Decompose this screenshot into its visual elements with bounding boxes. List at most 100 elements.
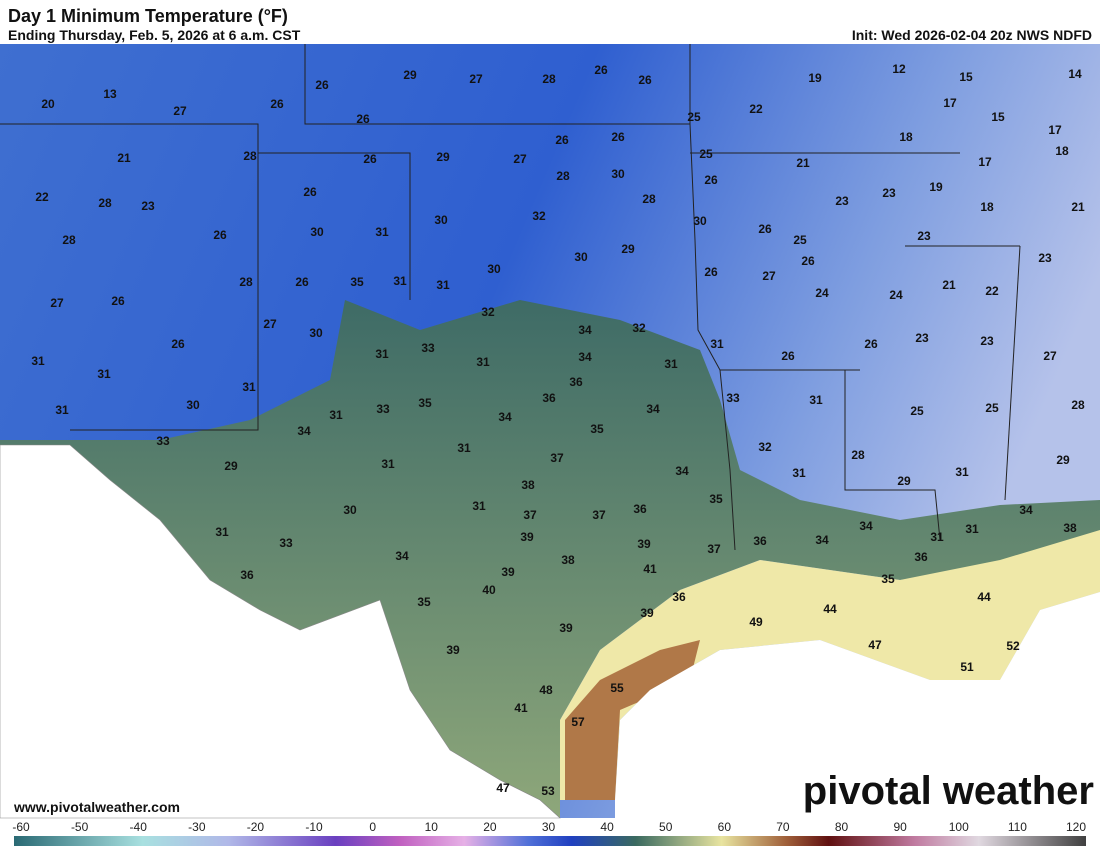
temperature-label: 23 (882, 186, 896, 200)
temperature-label: 29 (1056, 453, 1070, 467)
temperature-label: 15 (959, 70, 973, 84)
temperature-label: 26 (363, 152, 377, 166)
temperature-label: 35 (350, 275, 364, 289)
temperature-label: 32 (481, 305, 495, 319)
colorbar-tick-label: 50 (659, 820, 673, 834)
temperature-label: 36 (633, 502, 647, 516)
temperature-label: 26 (594, 63, 608, 77)
temperature-label: 31 (242, 380, 256, 394)
temperature-label: 39 (520, 530, 534, 544)
temperature-label: 36 (569, 375, 583, 389)
temperature-label: 26 (315, 78, 329, 92)
temperature-label: 26 (303, 185, 317, 199)
temperature-label: 25 (985, 401, 999, 415)
temperature-label: 44 (977, 590, 991, 604)
colorbar-tick-label: 10 (425, 820, 439, 834)
temperature-label: 22 (749, 102, 763, 116)
map-title: Day 1 Minimum Temperature (°F) (8, 6, 288, 26)
temperature-label: 20 (41, 97, 55, 111)
temperature-label: 28 (62, 233, 76, 247)
temperature-label: 21 (117, 151, 131, 165)
temperature-label: 22 (985, 284, 999, 298)
temperature-label: 26 (611, 130, 625, 144)
temperature-label: 30 (693, 214, 707, 228)
temperature-label: 31 (329, 408, 343, 422)
temperature-label: 34 (1019, 503, 1033, 517)
colorbar-tick-label: 100 (949, 820, 969, 834)
temperature-label: 30 (574, 250, 588, 264)
colorbar-tick-label: -30 (188, 820, 206, 834)
init-time: Init: Wed 2026-02-04 20z NWS NDFD (852, 27, 1092, 43)
temperature-label: 31 (215, 525, 229, 539)
temperature-label: 29 (621, 242, 635, 256)
temperature-label: 21 (942, 278, 956, 292)
temperature-label: 37 (707, 542, 721, 556)
temperature-label: 21 (1071, 200, 1085, 214)
temperature-label: 47 (868, 638, 882, 652)
colorbar-tick-label: -10 (305, 820, 323, 834)
temperature-label: 23 (917, 229, 931, 243)
gulf-nodata (615, 592, 1100, 818)
temperature-label: 26 (295, 275, 309, 289)
temperature-label: 26 (555, 133, 569, 147)
temperature-label: 28 (642, 192, 656, 206)
temperature-label: 35 (417, 595, 431, 609)
temperature-label: 32 (532, 209, 546, 223)
temperature-label: 34 (395, 549, 409, 563)
colorbar-tick-label: 40 (600, 820, 614, 834)
temperature-label: 23 (980, 334, 994, 348)
temperature-label: 30 (186, 398, 200, 412)
temperature-label: 28 (243, 149, 257, 163)
colorbar-tick-label: 20 (483, 820, 497, 834)
temperature-label: 24 (889, 288, 903, 302)
temperature-label: 12 (892, 62, 906, 76)
temperature-label: 30 (611, 167, 625, 181)
temperature-label: 27 (469, 72, 483, 86)
colorbar-tick-label: 90 (893, 820, 907, 834)
temperature-label: 27 (263, 317, 277, 331)
temperature-label: 23 (915, 331, 929, 345)
temperature-label: 25 (910, 404, 924, 418)
temperature-label: 28 (851, 448, 865, 462)
temperature-label: 26 (270, 97, 284, 111)
temperature-label: 41 (514, 701, 528, 715)
colorbar-tick-label: -50 (71, 820, 89, 834)
temperature-label: 25 (687, 110, 701, 124)
temperature-label: 39 (637, 537, 651, 551)
temperature-label: 31 (930, 530, 944, 544)
temperature-label: 31 (809, 393, 823, 407)
temperature-label: 33 (421, 341, 435, 355)
temperature-label: 35 (709, 492, 723, 506)
temperature-label: 57 (571, 715, 585, 729)
gulf-hot (565, 640, 700, 800)
temperature-label: 40 (482, 583, 496, 597)
temperature-label: 26 (801, 254, 815, 268)
temperature-label: 18 (899, 130, 913, 144)
temperature-label: 31 (436, 278, 450, 292)
color-bar (14, 836, 1086, 846)
temperature-label: 26 (704, 265, 718, 279)
temperature-label: 26 (171, 337, 185, 351)
temperature-label: 28 (239, 275, 253, 289)
temperature-label: 35 (590, 422, 604, 436)
temperature-label: 26 (213, 228, 227, 242)
site-url: www.pivotalweather.com (13, 799, 180, 815)
temperature-label: 39 (640, 606, 654, 620)
temperature-label: 38 (1063, 521, 1077, 535)
temperature-label: 31 (792, 466, 806, 480)
temperature-label: 21 (796, 156, 810, 170)
colorbar-tick-label: 70 (776, 820, 790, 834)
temperature-label: 34 (675, 464, 689, 478)
temperature-label: 31 (476, 355, 490, 369)
temperature-label: 35 (418, 396, 432, 410)
temperature-label: 17 (943, 96, 957, 110)
temperature-label: 27 (513, 152, 527, 166)
temperature-label: 19 (929, 180, 943, 194)
temperature-label: 31 (664, 357, 678, 371)
map-subtitle: Ending Thursday, Feb. 5, 2026 at 6 a.m. … (8, 27, 301, 43)
temperature-label: 34 (297, 424, 311, 438)
temperature-label: 36 (240, 568, 254, 582)
temperature-label: 25 (699, 147, 713, 161)
temperature-label: 31 (97, 367, 111, 381)
temperature-label: 34 (578, 350, 592, 364)
